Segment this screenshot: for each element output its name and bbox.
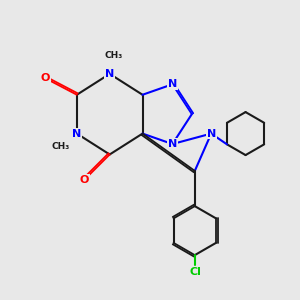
Text: Cl: Cl: [190, 267, 201, 278]
Text: O: O: [41, 73, 50, 83]
Text: O: O: [80, 175, 89, 185]
Text: N: N: [207, 129, 216, 139]
Text: N: N: [168, 79, 177, 89]
Text: CH₃: CH₃: [104, 51, 122, 60]
Text: CH₃: CH₃: [51, 142, 70, 151]
Text: N: N: [105, 69, 114, 79]
Text: N: N: [72, 129, 82, 139]
Text: N: N: [168, 139, 177, 149]
